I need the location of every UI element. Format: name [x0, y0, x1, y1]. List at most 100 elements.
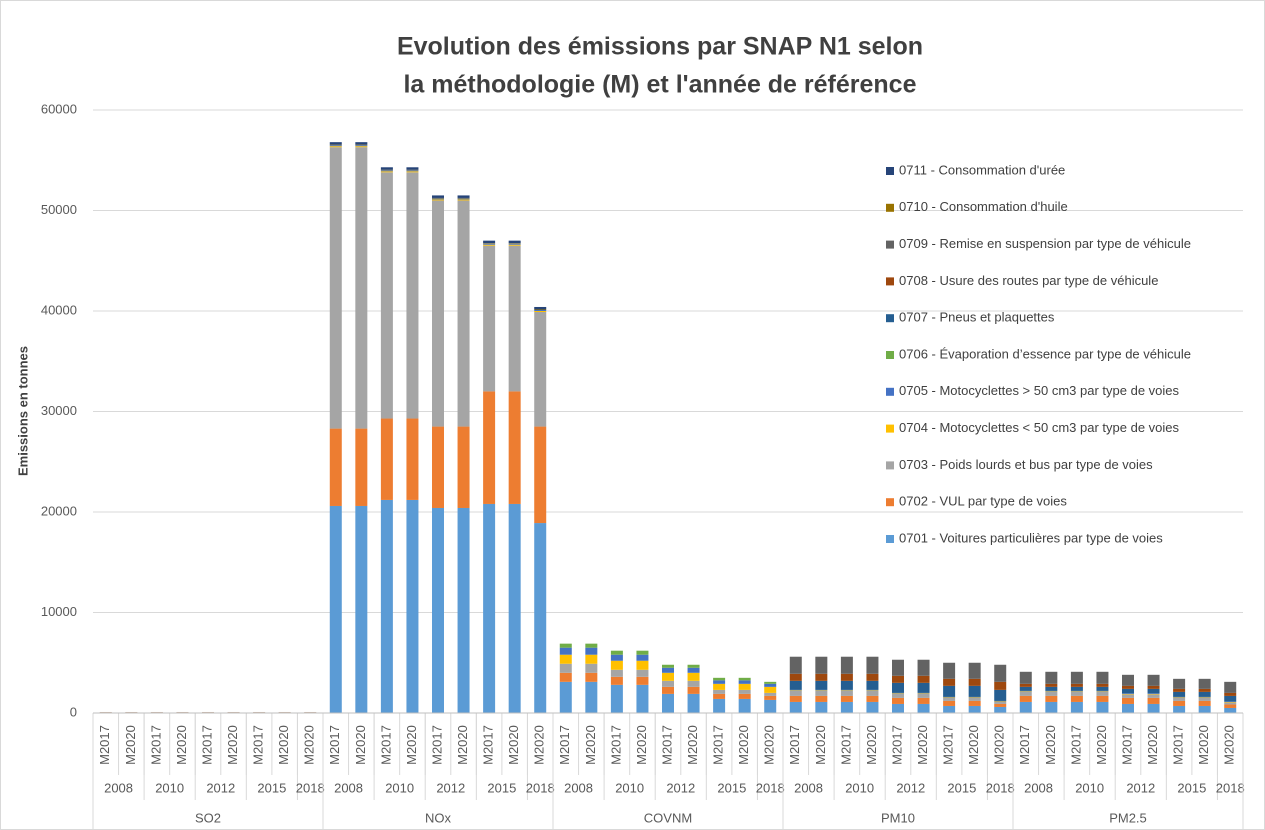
bar-segment	[432, 195, 444, 198]
bar-segment	[406, 170, 419, 172]
bar-segment	[1096, 671, 1109, 684]
year-label: 2012	[436, 780, 465, 795]
bar-segment	[406, 171, 419, 173]
bar-segment	[687, 672, 700, 681]
year-label: 2010	[845, 780, 874, 795]
bar-segment	[994, 701, 1007, 704]
bar-segment	[457, 507, 470, 713]
chart-title: la méthodologie (M) et l'année de référe…	[403, 71, 916, 99]
bar-segment	[1147, 688, 1160, 694]
x-tick-label: M2017	[787, 725, 802, 765]
x-tick-label: M2020	[225, 725, 240, 765]
bar-segment	[1173, 697, 1186, 701]
x-tick-label: M2020	[736, 725, 751, 765]
bar-segment	[508, 245, 521, 392]
bar-segment	[662, 680, 674, 687]
bar-segment	[892, 659, 904, 676]
bar-segment	[1224, 704, 1237, 708]
legend-label: 0701 - Voitures particulières par type d…	[899, 530, 1163, 545]
y-tick-label: 30000	[41, 403, 77, 418]
bar-segment	[1096, 701, 1109, 713]
bar-segment	[559, 663, 572, 673]
bar-segment	[1122, 697, 1134, 704]
bar-segment	[508, 244, 521, 246]
bar-segment	[1122, 693, 1134, 694]
bar-segment	[1224, 695, 1237, 702]
bar-segment	[815, 695, 828, 702]
x-tick-label: M2020	[1222, 725, 1237, 765]
x-tick-label: M2020	[532, 725, 547, 765]
bar-segment	[457, 426, 470, 508]
bar-segment	[662, 686, 674, 694]
bar-segment	[917, 693, 930, 694]
bar-segment	[892, 682, 904, 693]
legend-swatch	[886, 535, 894, 543]
x-tick-label: M2017	[378, 725, 393, 765]
bar-segment	[917, 682, 930, 693]
bar-segment	[1070, 701, 1083, 713]
x-tick-label: M2017	[327, 725, 342, 765]
group-label: COVNM	[644, 810, 692, 825]
bar-segment	[380, 171, 393, 173]
bar-segment	[840, 689, 853, 691]
legend-label: 0705 - Motocyclettes > 50 cm3 par type d…	[899, 383, 1180, 398]
bar-segment	[968, 662, 981, 679]
year-label: 2018	[296, 780, 325, 795]
x-tick-label: M2017	[199, 725, 214, 765]
bar-segment	[457, 197, 470, 199]
bar-segment	[585, 681, 598, 713]
legend-swatch	[886, 424, 894, 433]
bar-segment	[559, 647, 572, 655]
year-label: 2008	[334, 780, 363, 795]
x-tick-label: M2017	[429, 725, 444, 765]
bar-segment	[1173, 691, 1186, 697]
bar-segment	[764, 683, 777, 687]
bar-segment	[815, 680, 828, 690]
x-tick-label: M2017	[889, 725, 904, 765]
bar-segment	[917, 703, 930, 713]
x-tick-label: M2017	[1119, 725, 1134, 765]
bar-segment	[840, 656, 853, 674]
x-tick-label: M2020	[915, 725, 930, 765]
x-tick-label: M2020	[762, 725, 777, 765]
year-label: 2012	[896, 780, 925, 795]
bar-segment	[662, 672, 674, 681]
bar-segment	[815, 701, 828, 713]
bar-segment	[355, 147, 368, 429]
x-tick-label: M2020	[583, 725, 598, 765]
bar-segment	[687, 664, 700, 668]
bar-segment	[738, 698, 751, 713]
bar-segment	[866, 701, 879, 713]
bar-segment	[1224, 681, 1237, 693]
bar-segment	[1019, 690, 1032, 692]
bar-segment	[713, 698, 726, 713]
bar-segment	[866, 695, 879, 702]
bar-segment	[968, 697, 981, 701]
bar-segment	[432, 197, 444, 199]
bar-segment	[329, 505, 342, 713]
x-tick-label: M2020	[174, 725, 189, 765]
bar-segment	[1045, 691, 1058, 696]
bar-segment	[968, 705, 981, 713]
bar-segment	[1096, 691, 1109, 696]
bar-segment	[840, 673, 853, 681]
bar-segment	[917, 675, 930, 683]
bar-segment	[1045, 701, 1058, 713]
legend-swatch	[886, 277, 894, 286]
bar-segment	[1070, 686, 1083, 691]
x-tick-label: M2017	[608, 725, 623, 765]
bar-segment	[713, 693, 726, 699]
bar-segment	[917, 693, 930, 698]
bar-segment	[1224, 701, 1237, 702]
legend-swatch	[886, 203, 894, 212]
bar-segment	[738, 689, 751, 694]
bar-segment	[789, 656, 802, 674]
bar-segment	[457, 200, 470, 427]
bar-segment	[968, 697, 981, 698]
bar-segment	[840, 690, 853, 696]
bar-segment	[917, 659, 930, 676]
bar-segment	[1198, 678, 1211, 689]
bar-segment	[892, 693, 904, 698]
bar-segment	[1198, 705, 1211, 713]
bar-segment	[713, 689, 726, 694]
